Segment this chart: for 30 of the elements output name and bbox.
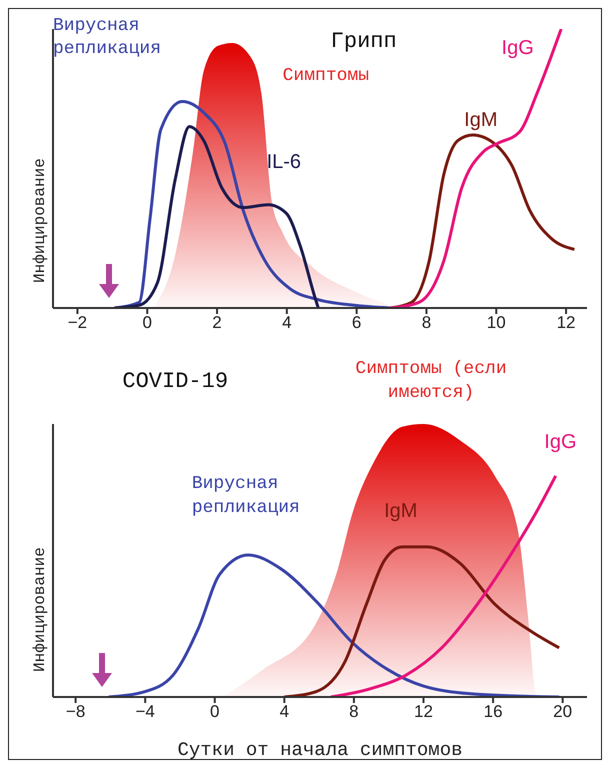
x-tick-label: 6 xyxy=(352,313,362,332)
x-tick-label: 0 xyxy=(210,702,220,722)
text: Вирусная репликация xyxy=(192,473,301,520)
x-tick-label: −2 xyxy=(68,313,88,332)
x-tick-label: 12 xyxy=(556,313,576,332)
series-label: IL-6 xyxy=(266,150,302,175)
x-tick-label: 20 xyxy=(553,702,572,722)
x-tick-label: 10 xyxy=(486,313,506,332)
text: Симптомы (если имеются) xyxy=(354,358,508,405)
series-label: IgG xyxy=(544,430,577,456)
x-axis-title: Сутки от начала симптомов xyxy=(177,739,463,761)
series-label: Симптомы xyxy=(282,65,370,88)
x-tick-label: 0 xyxy=(142,313,152,332)
x-tick-label: 12 xyxy=(414,702,433,722)
x-tick-label: −4 xyxy=(135,702,155,722)
x-tick-label: −8 xyxy=(66,702,86,722)
y-axis-title: Инфицирование xyxy=(31,547,49,672)
x-tick-label: 4 xyxy=(282,313,292,332)
series-label: IgM xyxy=(464,108,498,134)
series-label: IgM xyxy=(384,498,418,524)
text: Вирусная репликация xyxy=(53,15,162,62)
x-tick-label: 8 xyxy=(349,702,359,722)
chart-title: COVID-19 xyxy=(122,369,228,394)
x-tick-label: 8 xyxy=(422,313,432,332)
y-axis-title: Инфицирование xyxy=(31,158,49,283)
chart-title: Грипп xyxy=(330,29,397,54)
x-tick-label: 16 xyxy=(484,702,503,722)
x-tick-label: 4 xyxy=(280,702,290,722)
series-label: IgG xyxy=(502,36,534,61)
x-tick-label: 2 xyxy=(212,313,222,332)
